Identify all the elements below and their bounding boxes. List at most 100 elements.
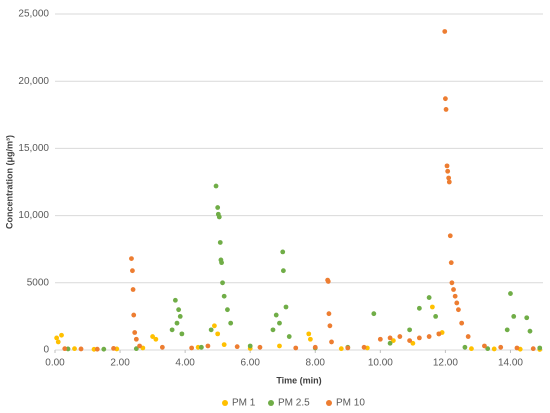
- point: [219, 260, 224, 266]
- point: [410, 340, 416, 346]
- point: [111, 345, 116, 351]
- point: [485, 346, 491, 352]
- point: [459, 320, 465, 326]
- point: [524, 315, 530, 321]
- point: [62, 346, 68, 352]
- point: [491, 346, 497, 352]
- point: [530, 346, 536, 352]
- legend-marker: [326, 400, 332, 406]
- legend-label: PM 10: [336, 398, 365, 409]
- point: [220, 280, 225, 286]
- point: [59, 332, 64, 338]
- point: [397, 334, 403, 339]
- point: [132, 330, 138, 335]
- x-tick-label: 0.00: [45, 358, 65, 369]
- legend-label: PM 1: [232, 398, 256, 409]
- point: [221, 293, 227, 299]
- point: [482, 343, 487, 349]
- point: [208, 327, 214, 333]
- point: [273, 312, 279, 318]
- point: [286, 334, 292, 339]
- point: [257, 344, 263, 350]
- point: [174, 320, 180, 326]
- point: [130, 268, 135, 274]
- point: [361, 344, 367, 350]
- point: [436, 331, 442, 337]
- point: [72, 346, 77, 352]
- y-tick-label: 0: [43, 345, 49, 356]
- point: [225, 307, 230, 313]
- point: [94, 346, 100, 352]
- point: [429, 304, 435, 310]
- point: [329, 339, 334, 345]
- x-tick-label: 14.00: [498, 358, 523, 369]
- point: [277, 320, 282, 326]
- y-tick-label: 25,000: [18, 9, 49, 20]
- point: [446, 175, 452, 181]
- point: [205, 343, 211, 349]
- x-tick-label: 6.00: [240, 358, 260, 369]
- point: [54, 335, 60, 341]
- point: [78, 346, 84, 352]
- point: [213, 183, 219, 189]
- point: [454, 300, 460, 306]
- point: [387, 335, 393, 341]
- point: [101, 346, 107, 352]
- point: [426, 334, 432, 339]
- point: [537, 345, 543, 351]
- point: [228, 320, 234, 326]
- y-axis-title: Concentration (μg/m³): [4, 135, 14, 229]
- point: [452, 293, 458, 299]
- point: [345, 345, 351, 351]
- point: [130, 287, 136, 292]
- point: [325, 279, 331, 284]
- point: [446, 179, 452, 185]
- point: [283, 304, 289, 310]
- point: [445, 168, 451, 174]
- y-tick-label: 10,000: [18, 210, 49, 221]
- point: [153, 336, 159, 342]
- point: [498, 344, 504, 350]
- point: [443, 96, 448, 102]
- legend-label: PM 2.5: [278, 398, 310, 409]
- point: [338, 346, 344, 352]
- point: [416, 305, 422, 311]
- point: [293, 345, 299, 351]
- point: [504, 327, 510, 333]
- point: [176, 307, 182, 313]
- point: [444, 163, 450, 169]
- point: [270, 327, 276, 333]
- point: [215, 205, 221, 210]
- point: [247, 343, 253, 349]
- point: [416, 335, 422, 341]
- point: [456, 307, 461, 313]
- x-tick-label: 10.00: [368, 358, 393, 369]
- y-tick-label: 15,000: [18, 143, 49, 154]
- point: [131, 312, 137, 318]
- point: [277, 343, 282, 349]
- point: [387, 340, 393, 346]
- point: [306, 331, 312, 337]
- point: [129, 256, 134, 262]
- point: [514, 345, 520, 351]
- point: [511, 314, 517, 319]
- x-tick-label: 2.00: [110, 358, 130, 369]
- point: [215, 331, 221, 337]
- point: [469, 346, 474, 352]
- point: [508, 291, 513, 296]
- y-tick-label: 5000: [27, 277, 50, 288]
- point: [133, 346, 139, 352]
- point: [426, 295, 432, 300]
- point: [280, 249, 286, 255]
- point: [216, 214, 222, 220]
- point: [159, 344, 165, 350]
- point: [442, 29, 448, 34]
- x-axis-title: Time (min): [276, 375, 321, 385]
- point: [407, 327, 413, 333]
- point: [217, 240, 223, 245]
- point: [451, 287, 456, 292]
- point: [221, 342, 227, 348]
- legend-marker: [268, 400, 274, 406]
- point: [212, 323, 217, 329]
